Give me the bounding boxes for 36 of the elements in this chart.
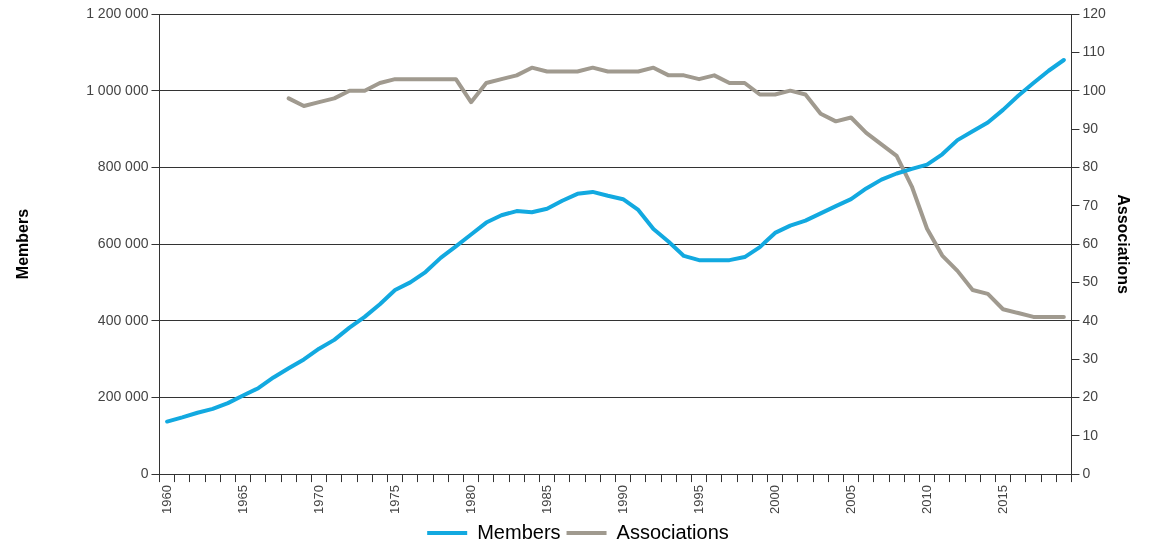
y-tick-label: 0 bbox=[140, 464, 149, 481]
y2-tick-label: 70 bbox=[1082, 196, 1099, 213]
x-tick-label: 2015 bbox=[994, 485, 1010, 514]
y-tick-label: 200 000 bbox=[97, 388, 149, 405]
x-tick-label: 1990 bbox=[614, 485, 630, 514]
x-tick-label: 1980 bbox=[462, 485, 478, 514]
x-tick-label: 1985 bbox=[538, 485, 554, 514]
y2-tick-label: 10 bbox=[1082, 426, 1099, 443]
y2-axis-title: Associations bbox=[1114, 194, 1132, 294]
y2-tick-label: 120 bbox=[1082, 4, 1107, 21]
y-tick-label: 1 200 000 bbox=[86, 4, 149, 21]
y-tick-label: 600 000 bbox=[97, 234, 149, 251]
y2-tick-label: 90 bbox=[1082, 119, 1099, 136]
x-tick-label: 1995 bbox=[690, 485, 706, 514]
y-tick-label: 400 000 bbox=[97, 311, 149, 328]
y2-tick-label: 110 bbox=[1082, 43, 1105, 60]
y-tick-label: 1 000 000 bbox=[86, 81, 149, 98]
y-tick-label: 800 000 bbox=[97, 158, 149, 175]
x-tick-label: 1965 bbox=[234, 485, 250, 514]
y-axis-title: Members bbox=[14, 208, 32, 280]
y2-tick-label: 100 bbox=[1082, 81, 1107, 98]
y2-tick-label: 40 bbox=[1082, 311, 1099, 328]
y2-tick-label: 80 bbox=[1082, 158, 1099, 175]
x-tick-label: 1960 bbox=[158, 485, 174, 514]
y2-tick-label: 50 bbox=[1082, 273, 1099, 290]
y2-tick-label: 0 bbox=[1082, 464, 1091, 481]
x-tick-label: 2000 bbox=[766, 485, 782, 514]
x-tick-label: 1970 bbox=[310, 485, 326, 514]
x-tick-label: 2005 bbox=[842, 485, 858, 514]
x-tick-label: 2010 bbox=[918, 485, 934, 514]
legend-label: Members bbox=[477, 520, 561, 543]
y2-tick-label: 30 bbox=[1082, 349, 1099, 366]
y2-tick-label: 60 bbox=[1082, 234, 1099, 251]
legend-label: Associations bbox=[616, 520, 729, 543]
x-tick-label: 1975 bbox=[386, 485, 402, 514]
y2-tick-label: 20 bbox=[1082, 388, 1099, 405]
